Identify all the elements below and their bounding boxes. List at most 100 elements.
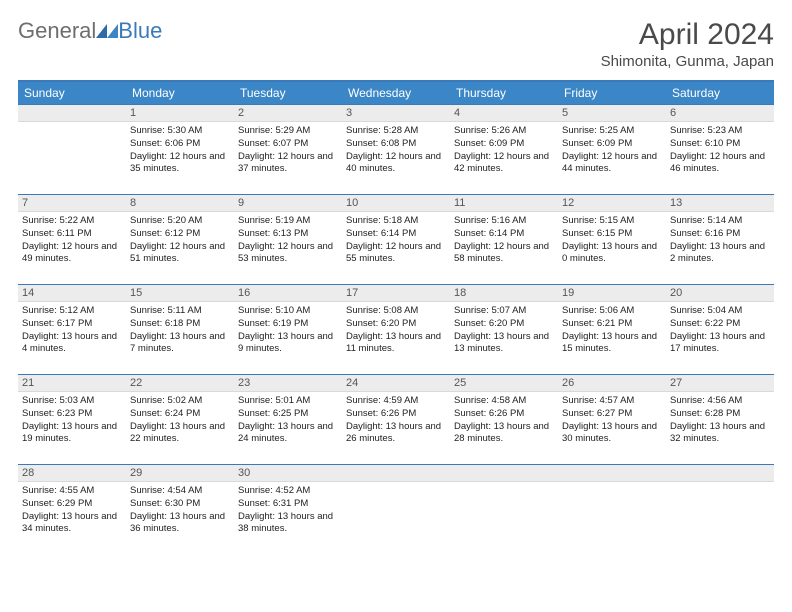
sunset-line: Sunset: 6:11 PM <box>22 228 122 241</box>
day-number <box>450 465 558 482</box>
day-number: 19 <box>558 285 666 302</box>
calendar-week-row: 28Sunrise: 4:55 AMSunset: 6:29 PMDayligh… <box>18 465 774 555</box>
day-number: 8 <box>126 195 234 212</box>
day-details: Sunrise: 4:57 AMSunset: 6:27 PMDaylight:… <box>558 392 666 450</box>
day-details: Sunrise: 5:19 AMSunset: 6:13 PMDaylight:… <box>234 212 342 270</box>
day-number: 25 <box>450 375 558 392</box>
day-details: Sunrise: 5:11 AMSunset: 6:18 PMDaylight:… <box>126 302 234 360</box>
sunset-line: Sunset: 6:10 PM <box>670 138 770 151</box>
sunrise-line: Sunrise: 4:54 AM <box>130 485 230 498</box>
day-details: Sunrise: 5:10 AMSunset: 6:19 PMDaylight:… <box>234 302 342 360</box>
page-header: General Blue April 2024 Shimonita, Gunma… <box>18 18 774 70</box>
daylight-line: Daylight: 13 hours and 4 minutes. <box>22 331 122 357</box>
sunset-line: Sunset: 6:14 PM <box>454 228 554 241</box>
day-number: 20 <box>666 285 774 302</box>
sunset-line: Sunset: 6:21 PM <box>562 318 662 331</box>
daylight-line: Daylight: 13 hours and 36 minutes. <box>130 511 230 537</box>
weekday-header: Saturday <box>666 81 774 105</box>
day-number <box>666 465 774 482</box>
calendar-day-cell: 5Sunrise: 5:25 AMSunset: 6:09 PMDaylight… <box>558 105 666 195</box>
calendar-day-cell: 6 Sunrise: 5:23 AMSunset: 6:10 PMDaylight… <box>666 105 774 195</box>
day-number: 10 <box>342 195 450 212</box>
sunset-line: Sunset: 6:20 PM <box>454 318 554 331</box>
calendar-day-cell <box>558 465 666 555</box>
weekday-header-row: Sunday Monday Tuesday Wednesday Thursday… <box>18 81 774 105</box>
sunrise-line: Sunrise: 5:06 AM <box>562 305 662 318</box>
day-number <box>558 465 666 482</box>
sunrise-line: Sunrise: 4:55 AM <box>22 485 122 498</box>
day-details: Sunrise: 4:52 AMSunset: 6:31 PMDaylight:… <box>234 482 342 540</box>
calendar-day-cell: 15Sunrise: 5:11 AMSunset: 6:18 PMDayligh… <box>126 285 234 375</box>
day-number <box>18 105 126 122</box>
calendar-day-cell: 26Sunrise: 4:57 AMSunset: 6:27 PMDayligh… <box>558 375 666 465</box>
daylight-line: Daylight: 12 hours and 44 minutes. <box>562 151 662 177</box>
weekday-header: Thursday <box>450 81 558 105</box>
calendar-day-cell: 12Sunrise: 5:15 AMSunset: 6:15 PMDayligh… <box>558 195 666 285</box>
day-details: Sunrise: 5:29 AMSunset: 6:07 PMDaylight:… <box>234 122 342 180</box>
day-number: 28 <box>18 465 126 482</box>
day-details: Sunrise: 5:15 AMSunset: 6:15 PMDaylight:… <box>558 212 666 270</box>
sunrise-line: Sunrise: 5:02 AM <box>130 395 230 408</box>
day-number: 15 <box>126 285 234 302</box>
calendar-day-cell: 25Sunrise: 4:58 AMSunset: 6:26 PMDayligh… <box>450 375 558 465</box>
page-title: April 2024 <box>601 18 774 51</box>
day-number: 17 <box>342 285 450 302</box>
calendar-table: Sunday Monday Tuesday Wednesday Thursday… <box>18 80 774 555</box>
calendar-day-cell: 1Sunrise: 5:30 AMSunset: 6:06 PMDaylight… <box>126 105 234 195</box>
sunrise-line: Sunrise: 5:29 AM <box>238 125 338 138</box>
day-number: 14 <box>18 285 126 302</box>
sunrise-line: Sunrise: 5:23 AM <box>670 125 770 138</box>
sunset-line: Sunset: 6:31 PM <box>238 498 338 511</box>
sunset-line: Sunset: 6:28 PM <box>670 408 770 421</box>
day-details: Sunrise: 4:54 AMSunset: 6:30 PMDaylight:… <box>126 482 234 540</box>
daylight-line: Daylight: 13 hours and 0 minutes. <box>562 241 662 267</box>
day-details: Sunrise: 5:08 AMSunset: 6:20 PMDaylight:… <box>342 302 450 360</box>
day-details: Sunrise: 4:55 AMSunset: 6:29 PMDaylight:… <box>18 482 126 540</box>
sunset-line: Sunset: 6:15 PM <box>562 228 662 241</box>
day-details: Sunrise: 4:59 AMSunset: 6:26 PMDaylight:… <box>342 392 450 450</box>
sunrise-line: Sunrise: 5:07 AM <box>454 305 554 318</box>
sunset-line: Sunset: 6:09 PM <box>454 138 554 151</box>
day-details: Sunrise: 5:20 AMSunset: 6:12 PMDaylight:… <box>126 212 234 270</box>
sunset-line: Sunset: 6:14 PM <box>346 228 446 241</box>
sunrise-line: Sunrise: 5:04 AM <box>670 305 770 318</box>
day-number: 6 <box>666 105 774 122</box>
calendar-day-cell <box>450 465 558 555</box>
calendar-day-cell: 28Sunrise: 4:55 AMSunset: 6:29 PMDayligh… <box>18 465 126 555</box>
calendar-day-cell: 7Sunrise: 5:22 AMSunset: 6:11 PMDaylight… <box>18 195 126 285</box>
daylight-line: Daylight: 13 hours and 17 minutes. <box>670 331 770 357</box>
day-number: 16 <box>234 285 342 302</box>
day-details: Sunrise: 5:25 AMSunset: 6:09 PMDaylight:… <box>558 122 666 180</box>
sunset-line: Sunset: 6:19 PM <box>238 318 338 331</box>
daylight-line: Daylight: 13 hours and 32 minutes. <box>670 421 770 447</box>
day-number: 7 <box>18 195 126 212</box>
daylight-line: Daylight: 12 hours and 58 minutes. <box>454 241 554 267</box>
sunrise-line: Sunrise: 4:52 AM <box>238 485 338 498</box>
day-number: 27 <box>666 375 774 392</box>
calendar-day-cell: 11Sunrise: 5:16 AMSunset: 6:14 PMDayligh… <box>450 195 558 285</box>
daylight-line: Daylight: 13 hours and 28 minutes. <box>454 421 554 447</box>
weekday-header: Wednesday <box>342 81 450 105</box>
sunset-line: Sunset: 6:13 PM <box>238 228 338 241</box>
day-number: 3 <box>342 105 450 122</box>
calendar-day-cell: 30Sunrise: 4:52 AMSunset: 6:31 PMDayligh… <box>234 465 342 555</box>
sunrise-line: Sunrise: 5:12 AM <box>22 305 122 318</box>
day-number: 9 <box>234 195 342 212</box>
calendar-day-cell: 4Sunrise: 5:26 AMSunset: 6:09 PMDaylight… <box>450 105 558 195</box>
day-details: Sunrise: 5:02 AMSunset: 6:24 PMDaylight:… <box>126 392 234 450</box>
calendar-day-cell: 19Sunrise: 5:06 AMSunset: 6:21 PMDayligh… <box>558 285 666 375</box>
daylight-line: Daylight: 12 hours and 46 minutes. <box>670 151 770 177</box>
weekday-header: Sunday <box>18 81 126 105</box>
sunrise-line: Sunrise: 4:59 AM <box>346 395 446 408</box>
page-subtitle: Shimonita, Gunma, Japan <box>601 53 774 70</box>
calendar-week-row: 7Sunrise: 5:22 AMSunset: 6:11 PMDaylight… <box>18 195 774 285</box>
calendar-day-cell: 14Sunrise: 5:12 AMSunset: 6:17 PMDayligh… <box>18 285 126 375</box>
calendar-day-cell: 2Sunrise: 5:29 AMSunset: 6:07 PMDaylight… <box>234 105 342 195</box>
sunrise-line: Sunrise: 5:15 AM <box>562 215 662 228</box>
sunrise-line: Sunrise: 5:08 AM <box>346 305 446 318</box>
daylight-line: Daylight: 13 hours and 9 minutes. <box>238 331 338 357</box>
day-details: Sunrise: 5:22 AMSunset: 6:11 PMDaylight:… <box>18 212 126 270</box>
sunrise-line: Sunrise: 5:11 AM <box>130 305 230 318</box>
calendar-day-cell: 8Sunrise: 5:20 AMSunset: 6:12 PMDaylight… <box>126 195 234 285</box>
calendar-day-cell: 22Sunrise: 5:02 AMSunset: 6:24 PMDayligh… <box>126 375 234 465</box>
